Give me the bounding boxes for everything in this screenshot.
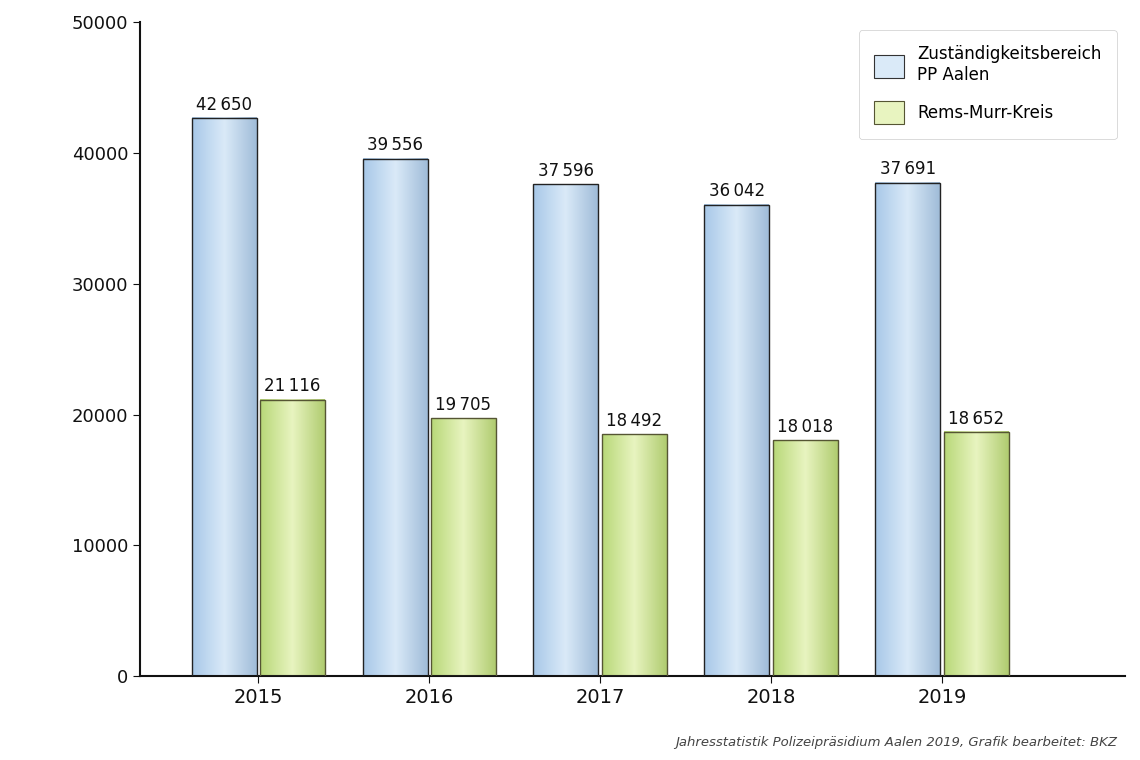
Bar (705, 204, 770, 676)
Text: 42 650: 42 650 (196, 96, 252, 113)
Bar (773, 441, 838, 676)
Text: 18 652: 18 652 (948, 410, 1004, 428)
Text: 37 596: 37 596 (538, 162, 594, 179)
Text: Jahresstatistik Polizeipräsidium Aalen 2019, Grafik bearbeitet: BKZ: Jahresstatistik Polizeipräsidium Aalen 2… (675, 736, 1117, 749)
Bar (260, 400, 325, 676)
Bar (192, 118, 256, 676)
Text: 19 705: 19 705 (435, 396, 491, 413)
Bar (431, 418, 496, 676)
Bar (534, 184, 598, 676)
Bar (363, 159, 428, 676)
Bar (944, 432, 1009, 676)
Text: 36 042: 36 042 (709, 182, 765, 200)
Text: 18 492: 18 492 (606, 412, 662, 429)
Legend: Zuständigkeitsbereich
PP Aalen, Rems-Murr-Kreis: Zuständigkeitsbereich PP Aalen, Rems-Mur… (858, 30, 1117, 139)
Text: 21 116: 21 116 (264, 377, 320, 395)
Bar (602, 434, 667, 676)
Bar (876, 183, 940, 676)
Text: 37 691: 37 691 (880, 160, 936, 179)
Text: 39 556: 39 556 (367, 136, 423, 154)
Text: 18 018: 18 018 (777, 418, 833, 436)
